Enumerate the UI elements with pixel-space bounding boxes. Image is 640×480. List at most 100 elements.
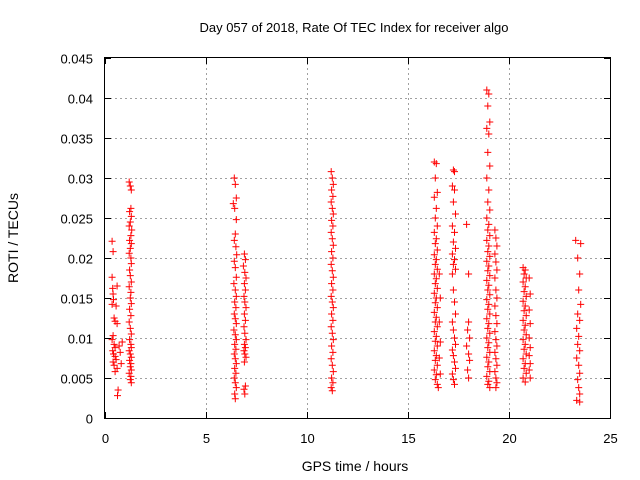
data-point bbox=[577, 240, 585, 248]
data-point bbox=[232, 360, 240, 368]
data-point bbox=[110, 296, 117, 304]
data-point bbox=[493, 320, 501, 328]
data-point bbox=[465, 350, 473, 358]
data-point bbox=[127, 353, 135, 361]
data-point bbox=[483, 174, 491, 182]
data-point bbox=[452, 210, 459, 218]
data-point bbox=[433, 361, 441, 369]
data-point bbox=[436, 370, 444, 378]
data-point bbox=[328, 174, 336, 182]
y-tick-label: 0.005 bbox=[60, 372, 93, 387]
data-point bbox=[451, 298, 458, 306]
data-point bbox=[574, 340, 582, 348]
data-point bbox=[328, 374, 336, 382]
data-point bbox=[433, 342, 441, 350]
data-point bbox=[109, 248, 117, 256]
data-point bbox=[576, 270, 584, 278]
data-point bbox=[520, 307, 528, 315]
data-point bbox=[126, 208, 134, 216]
data-point bbox=[525, 366, 533, 374]
data-point bbox=[486, 162, 494, 170]
data-point bbox=[484, 324, 492, 332]
data-point bbox=[491, 226, 499, 234]
data-point bbox=[573, 396, 581, 404]
data-point bbox=[240, 358, 248, 366]
data-point bbox=[230, 350, 238, 358]
data-point bbox=[230, 374, 238, 382]
data-point bbox=[484, 305, 492, 313]
data-point bbox=[240, 310, 248, 318]
data-point bbox=[521, 321, 529, 329]
data-point bbox=[449, 376, 457, 384]
data-point bbox=[233, 251, 241, 259]
data-point bbox=[327, 384, 335, 392]
data-point bbox=[242, 304, 250, 312]
data-point bbox=[492, 336, 500, 344]
data-point bbox=[125, 369, 133, 377]
y-tick-labels: 0 0.005 0.01 0.015 0.02 0.025 0.03 0.035 0.04 0.0… bbox=[60, 52, 93, 427]
data-point bbox=[241, 382, 249, 390]
data-point bbox=[526, 320, 534, 328]
data-point bbox=[432, 313, 440, 321]
data-point bbox=[231, 364, 239, 372]
data-point bbox=[463, 220, 471, 228]
data-point bbox=[242, 353, 250, 361]
data-point bbox=[463, 342, 471, 350]
data-point bbox=[577, 300, 585, 308]
y-tick-label: 0.045 bbox=[60, 52, 93, 67]
data-point bbox=[432, 275, 440, 283]
data-point bbox=[230, 326, 238, 334]
data-point bbox=[520, 326, 528, 334]
data-point bbox=[486, 118, 494, 126]
grid-lines bbox=[105, 58, 610, 418]
data-point bbox=[493, 379, 501, 387]
data-point bbox=[522, 292, 530, 300]
data-point bbox=[328, 387, 336, 395]
data-point bbox=[240, 250, 248, 258]
data-point bbox=[483, 315, 491, 323]
data-point bbox=[126, 236, 134, 244]
data-point bbox=[230, 257, 238, 265]
data-point bbox=[431, 174, 439, 182]
data-point bbox=[449, 238, 457, 246]
data-point bbox=[232, 194, 240, 202]
data-point bbox=[491, 328, 499, 336]
data-point bbox=[464, 326, 472, 334]
y-tick-label: 0 bbox=[86, 412, 93, 427]
data-point bbox=[483, 236, 491, 244]
data-point bbox=[485, 300, 493, 308]
chart-title: Day 057 of 2018, Rate Of TEC Index for r… bbox=[199, 20, 508, 35]
data-point bbox=[108, 300, 116, 308]
y-axis-label: ROTI / TECUs bbox=[5, 193, 21, 283]
data-point bbox=[231, 331, 239, 339]
data-point bbox=[231, 298, 239, 306]
data-point bbox=[328, 329, 336, 337]
data-point bbox=[328, 280, 336, 288]
data-point bbox=[452, 310, 459, 318]
data-point bbox=[127, 312, 135, 320]
data-point bbox=[483, 257, 491, 265]
data-point bbox=[431, 376, 439, 384]
data-point bbox=[484, 344, 492, 352]
data-point bbox=[127, 330, 135, 338]
data-point bbox=[327, 260, 335, 268]
data-point bbox=[484, 226, 492, 234]
data-point bbox=[240, 340, 248, 348]
data-point bbox=[110, 314, 118, 322]
data-point bbox=[435, 270, 443, 278]
data-point bbox=[519, 316, 527, 324]
data-point bbox=[451, 334, 458, 342]
data-point bbox=[522, 369, 530, 377]
data-point bbox=[451, 380, 458, 388]
data-point bbox=[483, 372, 491, 380]
data-point bbox=[126, 182, 134, 190]
data-point bbox=[432, 204, 440, 212]
data-point bbox=[113, 282, 121, 290]
y-tick-label: 0.04 bbox=[68, 92, 93, 107]
data-point bbox=[576, 347, 584, 355]
data-point bbox=[448, 182, 456, 190]
data-point bbox=[449, 352, 457, 360]
data-point bbox=[126, 363, 134, 371]
data-point bbox=[231, 340, 239, 348]
data-point bbox=[432, 332, 440, 340]
